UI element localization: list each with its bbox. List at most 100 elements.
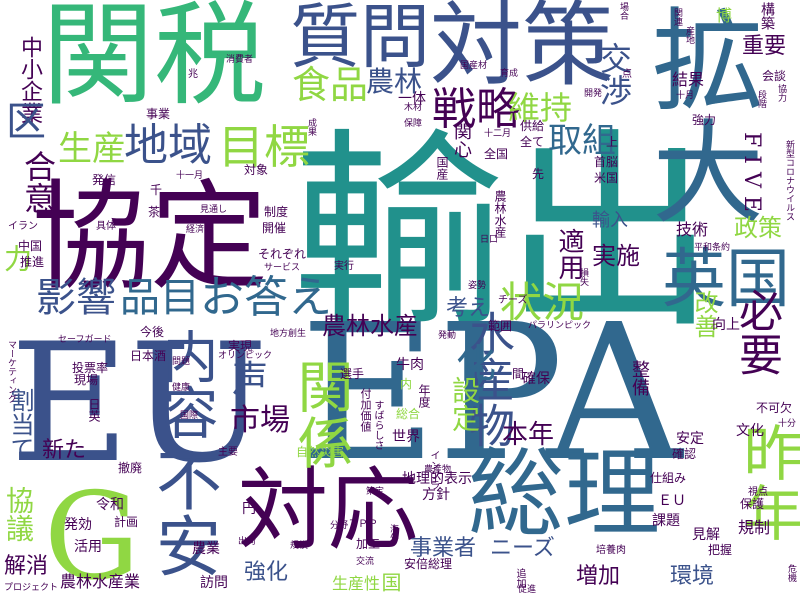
word-sakunen: 昨年 xyxy=(733,422,800,542)
word-kaisai: 開催 xyxy=(262,221,287,235)
word-infra: インフラ xyxy=(428,450,439,490)
word-bunno: 分野 xyxy=(330,521,349,531)
word-ikusei: 育成 xyxy=(500,69,519,79)
word-kangae: 考え xyxy=(446,296,491,321)
word-nendo: 年度 xyxy=(417,384,431,408)
word-settei: 設定 xyxy=(448,376,481,432)
word-kakou: 加工 xyxy=(356,537,381,551)
word-kyoutsuu: 全国 xyxy=(484,147,509,161)
word-shoshin: 主要 xyxy=(218,447,238,458)
word-cha: 茶 xyxy=(148,205,161,219)
word-senryaku: 戦略 xyxy=(432,84,520,135)
word-houmon: 訪問 xyxy=(200,575,228,591)
word-jisshi: 実施 xyxy=(592,242,640,270)
word-okotae: お答え xyxy=(200,272,332,323)
word-paralympic: パラリンピック xyxy=(528,321,592,331)
word-koe: 声 xyxy=(232,359,269,400)
word-saki: 先 xyxy=(532,167,545,181)
word-mondai: 問題 xyxy=(172,357,191,367)
word-jigyou: 事業 xyxy=(146,107,171,121)
word-kokusanzai: 国産材 xyxy=(460,61,488,71)
word-nihonshu: 日本酒 xyxy=(130,349,167,363)
word-kenkou: 健康 xyxy=(172,383,191,393)
word-suishin: 推進 xyxy=(20,255,45,269)
word-ten: 点 xyxy=(622,69,632,80)
word-wariate: 割当て xyxy=(6,388,34,460)
word-bajou: 場合 xyxy=(618,2,628,20)
word-souri: 総理 xyxy=(468,438,660,550)
word-kankei: 関係 xyxy=(288,358,353,470)
word-shijou: 市場 xyxy=(230,403,290,438)
word-kyoutei: 協定 xyxy=(32,168,269,306)
word-service: サービス xyxy=(264,263,301,273)
word-shingata: 新型コロナウイルス xyxy=(784,140,794,221)
word-katsuyou: 活用 xyxy=(74,539,102,555)
word-nourinsuisan: 農林水産 xyxy=(322,312,418,340)
word-chiiki: 地域 xyxy=(124,120,212,171)
word-chiritekihyouji: 地理的表示 xyxy=(402,471,472,487)
word-kadai: 課題 xyxy=(652,513,680,529)
word-epa: EPA xyxy=(300,284,683,503)
word-jigyousha: 事業者 xyxy=(410,536,477,561)
word-kakuho: 確保 xyxy=(522,371,550,387)
word-kanzeikyoushuu: 関心 xyxy=(451,122,472,158)
word-safeguard: セーフガード xyxy=(58,335,112,345)
word-eikyou: 影響 xyxy=(36,275,116,321)
word-subete: 全て xyxy=(520,135,545,149)
word-anzen: 安定 xyxy=(676,431,704,447)
word-taisaku: 対策 xyxy=(430,0,615,99)
word-kyouka: 強化 xyxy=(244,560,289,585)
word-atarashii: 新た xyxy=(42,438,87,463)
word-mitooshi: 見通し xyxy=(200,205,228,215)
word-hanni: 範囲 xyxy=(488,319,513,333)
word-needs: ニーズ xyxy=(490,536,555,561)
word-sekkyoku: 一体 xyxy=(398,91,426,107)
word-chuushou-small: 日口 xyxy=(480,235,499,245)
word-kaizen: 改善 xyxy=(690,290,718,338)
word-sokushin: 促進 xyxy=(518,585,537,595)
word-shizensaigai: 自然災害 xyxy=(296,445,345,459)
word-chihou: 地方創生 xyxy=(270,329,307,339)
word-sekai: 世界 xyxy=(392,429,420,445)
word-kakunin: 確認 xyxy=(672,447,697,461)
word-kaigai: 海外 xyxy=(388,524,398,542)
word-sogou: 総合 xyxy=(396,407,421,421)
word-kiki: 危機 xyxy=(786,564,796,582)
word-seisansei: 生産性 xyxy=(332,574,381,593)
word-chiizu: チーズ xyxy=(498,295,528,306)
word-koushou: 交渉 xyxy=(595,42,633,106)
word-shinai: 損失 xyxy=(578,268,588,286)
word-fukaketsu: 不可欠 xyxy=(756,401,793,415)
word-hatsudou: 発動 xyxy=(438,331,457,341)
word-iji: 維持 xyxy=(508,89,573,127)
word-kenkai: 見解 xyxy=(692,527,720,543)
word-jinushi: 十二月 xyxy=(484,129,512,139)
word-yunyuu: 輸入 xyxy=(592,210,628,231)
word-heiwa: 平和条約 xyxy=(694,243,731,253)
word-hitsuyou: 必要 xyxy=(731,288,782,376)
word-bunka: 文化 xyxy=(736,423,764,439)
word-kasan: 出荷 xyxy=(238,537,257,547)
word-kaigi: 会談 xyxy=(762,69,787,83)
word-juuichigatsu: 十一月 xyxy=(176,171,204,181)
word-houshin: 方針 xyxy=(422,487,450,503)
word-g: G xyxy=(44,468,140,600)
word-zouka: 増加 xyxy=(576,564,621,589)
word-kankyou: 環境 xyxy=(670,564,715,589)
word-hinmoku: 品目 xyxy=(120,275,200,321)
word-tekiyou: 適用 xyxy=(554,228,584,280)
word-dankai: 段階 xyxy=(756,90,766,108)
word-juuyou: 重要 xyxy=(742,34,787,59)
word-shokuhin: 食品 xyxy=(292,63,369,107)
word-seibi: 整備 xyxy=(629,360,650,396)
word-kisei: 規制 xyxy=(738,518,771,537)
word-mokuzai: 木材 xyxy=(404,103,423,113)
word-olympic: オリンピック xyxy=(218,351,273,361)
word-kaishou: 解消 xyxy=(4,554,49,579)
word-jitsugen: 実現 xyxy=(228,339,253,353)
word-kouka: 化 xyxy=(456,341,496,387)
word-kanren: 関連 xyxy=(672,8,682,26)
word-kouchiku: 構築 xyxy=(759,2,775,30)
word-eikoku: 英国 xyxy=(662,243,790,317)
